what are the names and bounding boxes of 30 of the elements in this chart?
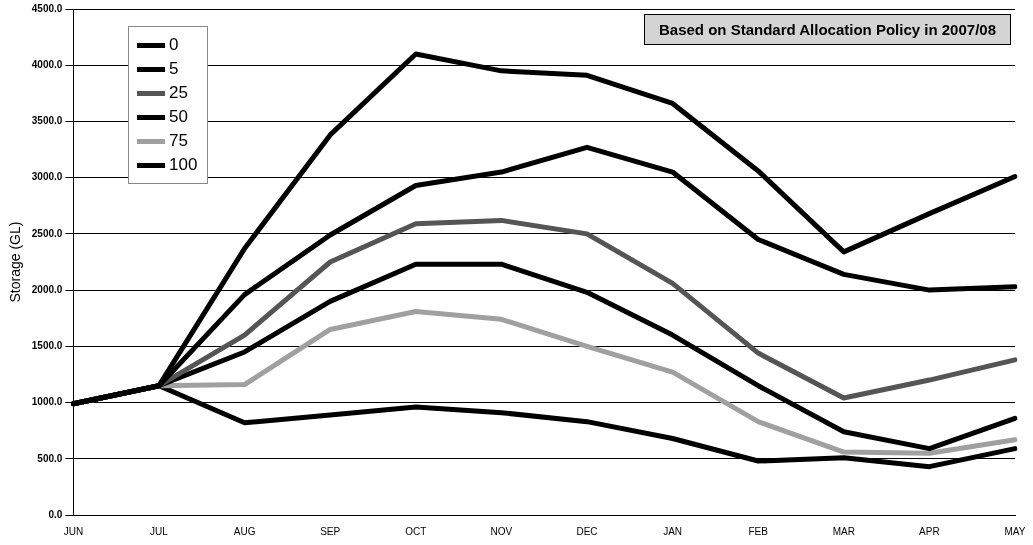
x-tick-label: APR — [919, 525, 940, 537]
x-tick-label: AUG — [233, 525, 256, 537]
x-tick-label: JUL — [150, 525, 169, 537]
y-tick-label: 3000.0 — [31, 171, 63, 183]
legend-label: 100 — [169, 155, 198, 175]
y-axis-title: Storage (GL) — [7, 221, 24, 303]
legend-label: 75 — [169, 131, 188, 151]
x-tick-label: OCT — [405, 525, 427, 537]
legend-label: 0 — [169, 35, 179, 55]
y-tick-label: 3500.0 — [31, 115, 63, 127]
legend-label: 5 — [169, 59, 179, 79]
legend-label: 50 — [169, 107, 188, 127]
x-tick-label: NOV — [490, 525, 513, 537]
x-tick-label: JUN — [63, 525, 84, 537]
x-tick-label: FEB — [748, 525, 769, 537]
y-tick-label: 0.0 — [48, 508, 63, 520]
y-tick-label: 1000.0 — [31, 396, 63, 408]
y-tick-label: 4500.0 — [31, 2, 63, 14]
y-tick-label: 4000.0 — [31, 58, 63, 70]
y-tick-label: 500.0 — [37, 452, 63, 464]
annotation: Based on Standard Allocation Policy in 2007/08 — [643, 14, 1011, 45]
x-tick-label: SEP — [320, 525, 341, 537]
x-tick-label: MAY — [1004, 525, 1026, 537]
y-tick-label: 2000.0 — [31, 283, 63, 295]
x-tick-label: MAR — [832, 525, 855, 537]
y-tick-label: 1500.0 — [31, 340, 63, 352]
y-tick-label: 2500.0 — [31, 227, 63, 239]
x-tick-label: DEC — [576, 525, 598, 537]
legend-label: 25 — [169, 83, 188, 103]
x-tick-label: JAN — [663, 525, 683, 537]
